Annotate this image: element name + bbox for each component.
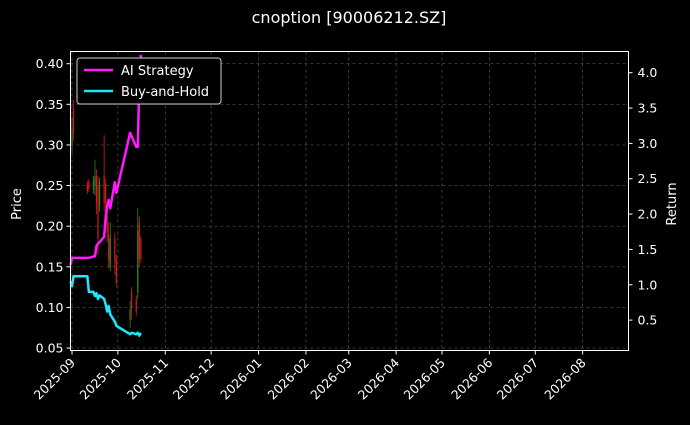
- candle-body: [135, 299, 137, 312]
- y-tick-label: 0.25: [36, 178, 64, 193]
- candle-body: [114, 238, 116, 261]
- y-tick-label: 0.10: [36, 300, 64, 315]
- candle-body: [106, 216, 108, 233]
- candle-body: [103, 175, 105, 204]
- left-axis-ticks: 0.05 0.10 0.15 0.20 0.25 0.30 0.35 0.40: [36, 56, 71, 356]
- y-tick-label: 0.35: [36, 97, 64, 112]
- chart-title: cnoption [90006212.SZ]: [252, 8, 447, 27]
- candle-body: [105, 183, 107, 204]
- candle-body: [72, 108, 75, 133]
- right-axis-ticks: 0.5 1.0 1.5 2.0 2.5 3.0 3.5 4.0: [628, 65, 658, 328]
- candlestick-layer: [71, 100, 142, 328]
- candle-body: [94, 175, 96, 186]
- candle-body: [108, 234, 110, 261]
- legend-label-ai-strategy: AI Strategy: [121, 64, 194, 79]
- ai-strategy-line: [69, 54, 143, 266]
- candle-body: [92, 181, 95, 190]
- y-tick-label: 0.40: [36, 56, 64, 71]
- y2-tick-label: 3.0: [638, 136, 658, 151]
- y-tick-label: 0.15: [36, 259, 64, 274]
- y-axis-label: Price: [10, 188, 25, 220]
- y-tick-label: 0.20: [36, 219, 64, 234]
- legend-label-buy-and-hold: Buy-and-Hold: [121, 85, 209, 100]
- series-layer: [69, 54, 143, 337]
- candle-body: [86, 183, 88, 192]
- y2-tick-label: 2.5: [638, 171, 658, 186]
- y2-axis-label: Return: [665, 182, 680, 225]
- y2-tick-label: 1.0: [638, 277, 658, 292]
- y2-tick-label: 2.0: [638, 207, 658, 222]
- candle-body: [131, 291, 133, 308]
- candle-body: [98, 181, 101, 206]
- y-tick-label: 0.05: [36, 341, 64, 356]
- candle-body: [71, 128, 73, 145]
- candle-body: [115, 258, 117, 284]
- candle-body: [88, 181, 90, 189]
- y2-tick-label: 4.0: [638, 65, 658, 80]
- legend: AI Strategy Buy-and-Hold: [76, 57, 222, 105]
- candle-body: [140, 238, 142, 259]
- y2-tick-label: 0.5: [638, 313, 658, 328]
- y2-tick-label: 1.5: [638, 242, 658, 257]
- candle-body: [137, 230, 139, 293]
- y2-tick-label: 3.5: [638, 101, 658, 116]
- candle-body: [129, 309, 131, 320]
- candle-body: [95, 175, 98, 204]
- y-tick-label: 0.30: [36, 137, 64, 152]
- candle-body: [97, 185, 99, 239]
- buy-and-hold-line: [69, 275, 142, 337]
- candle-body: [109, 238, 111, 267]
- plot-frame: [70, 51, 629, 351]
- candle-body: [138, 222, 140, 259]
